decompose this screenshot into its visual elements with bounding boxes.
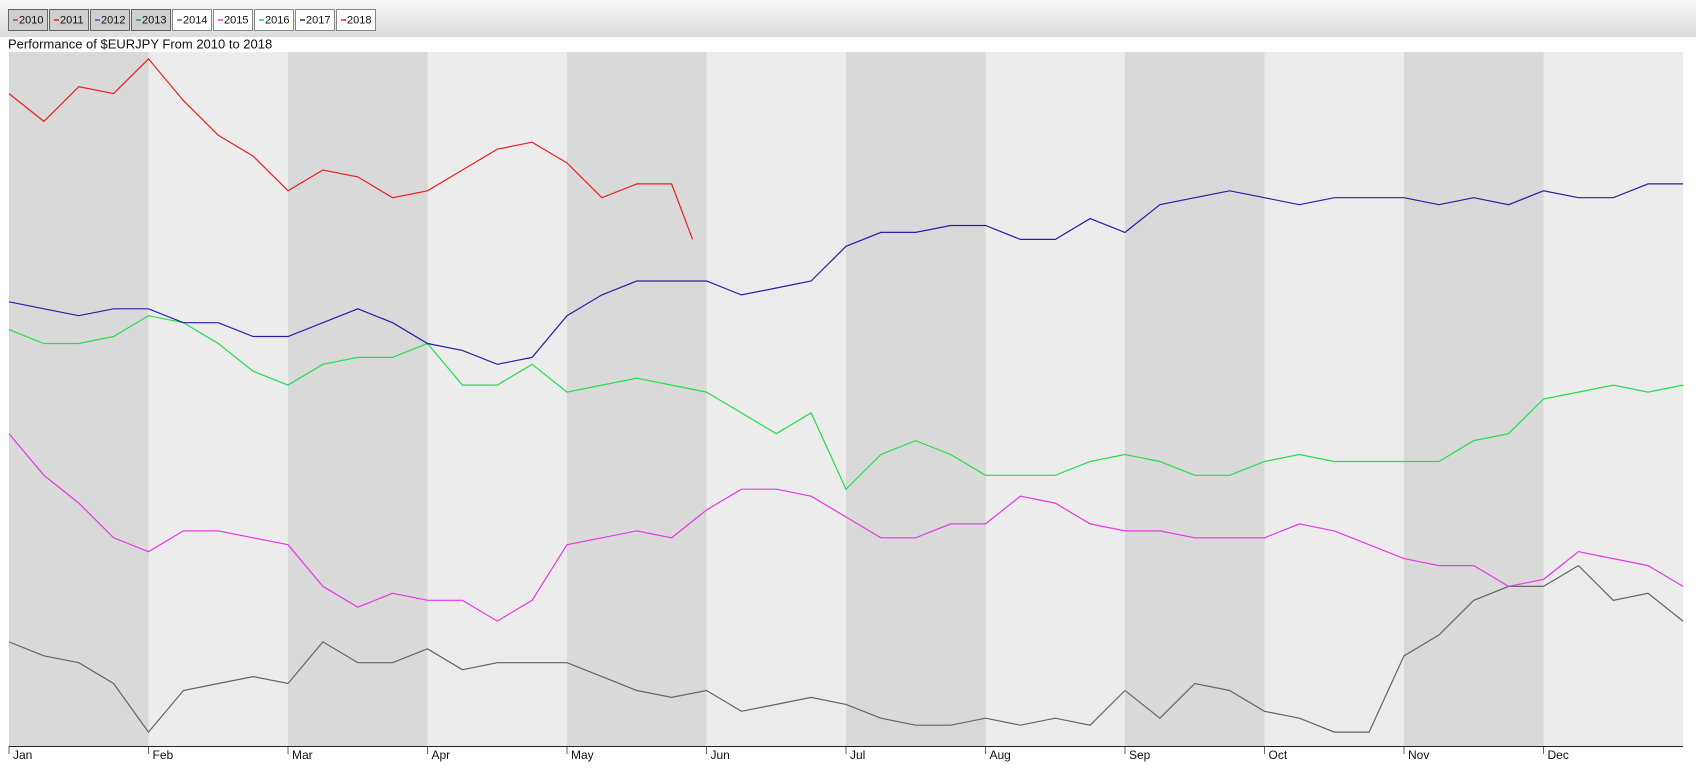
- legend-button-box[interactable]: [90, 9, 130, 31]
- x-tick-label: Oct: [1269, 748, 1288, 762]
- legend-button-box[interactable]: [49, 9, 89, 31]
- series-line: [8, 564, 1684, 734]
- month-band: [1404, 52, 1544, 746]
- legend: 2010 2011 2012 2013 2014 2015 2016 2017 2018: [8, 9, 376, 31]
- series-line: [8, 183, 1683, 365]
- x-tick-label: Sep: [1129, 748, 1151, 762]
- series-line: [8, 315, 1684, 491]
- month-band: [985, 52, 1125, 746]
- legend-button[interactable]: 2017: [295, 9, 335, 31]
- plot: [8, 58, 1684, 734]
- legend-label[interactable]: 2016: [265, 14, 289, 26]
- legend-label[interactable]: 2014: [183, 14, 207, 26]
- legend-button[interactable]: 2010: [8, 9, 48, 31]
- month-band: [427, 52, 567, 746]
- x-tick-label: Jan: [13, 748, 32, 762]
- legend-button-box[interactable]: [254, 9, 294, 31]
- x-axis: Jan Feb Mar Apr May Jun Jul Aug Sep Oct Nov Dec: [8, 746, 1683, 762]
- legend-button[interactable]: 2011: [49, 9, 89, 31]
- x-tick-label: Jul: [850, 748, 865, 762]
- legend-button[interactable]: 2014: [172, 9, 212, 31]
- legend-button-box[interactable]: [8, 9, 48, 31]
- legend-button[interactable]: 2018: [336, 9, 376, 31]
- legend-label[interactable]: 2012: [101, 14, 125, 26]
- legend-label[interactable]: 2015: [224, 14, 248, 26]
- x-tick-label: Aug: [990, 748, 1011, 762]
- legend-label[interactable]: 2013: [142, 14, 166, 26]
- legend-button-box[interactable]: [213, 9, 253, 31]
- legend-label[interactable]: 2017: [306, 14, 330, 26]
- x-tick-label: Feb: [153, 748, 174, 762]
- x-tick-label: Dec: [1548, 748, 1569, 762]
- month-bands: [9, 52, 1683, 746]
- month-band: [9, 52, 149, 746]
- month-band: [706, 52, 846, 746]
- month-band: [288, 52, 428, 746]
- series-line: [8, 433, 1684, 622]
- legend-button[interactable]: 2015: [213, 9, 253, 31]
- x-tick-label: Nov: [1408, 748, 1429, 762]
- series-line: [8, 58, 694, 240]
- month-band: [148, 52, 288, 746]
- legend-label[interactable]: 2011: [60, 14, 84, 26]
- legend-button[interactable]: 2016: [254, 9, 294, 31]
- legend-button[interactable]: 2012: [90, 9, 130, 31]
- legend-button-box[interactable]: [336, 9, 376, 31]
- x-tick-label: Mar: [292, 748, 313, 762]
- month-band: [1543, 52, 1683, 746]
- legend-button[interactable]: 2013: [131, 9, 171, 31]
- legend-button-box[interactable]: [172, 9, 212, 31]
- month-band: [846, 52, 986, 746]
- chart-title: Performance of $EURJPY From 2010 to 2018: [8, 36, 272, 51]
- legend-button-box[interactable]: [131, 9, 171, 31]
- legend-label[interactable]: 2018: [347, 14, 371, 26]
- month-band: [1125, 52, 1265, 746]
- legend-button-box[interactable]: [295, 9, 335, 31]
- x-tick-label: Apr: [432, 748, 451, 762]
- legend-label[interactable]: 2010: [19, 14, 43, 26]
- x-tick-label: Jun: [711, 748, 730, 762]
- month-band: [1264, 52, 1404, 746]
- x-tick-label: May: [571, 748, 594, 762]
- month-band: [567, 52, 707, 746]
